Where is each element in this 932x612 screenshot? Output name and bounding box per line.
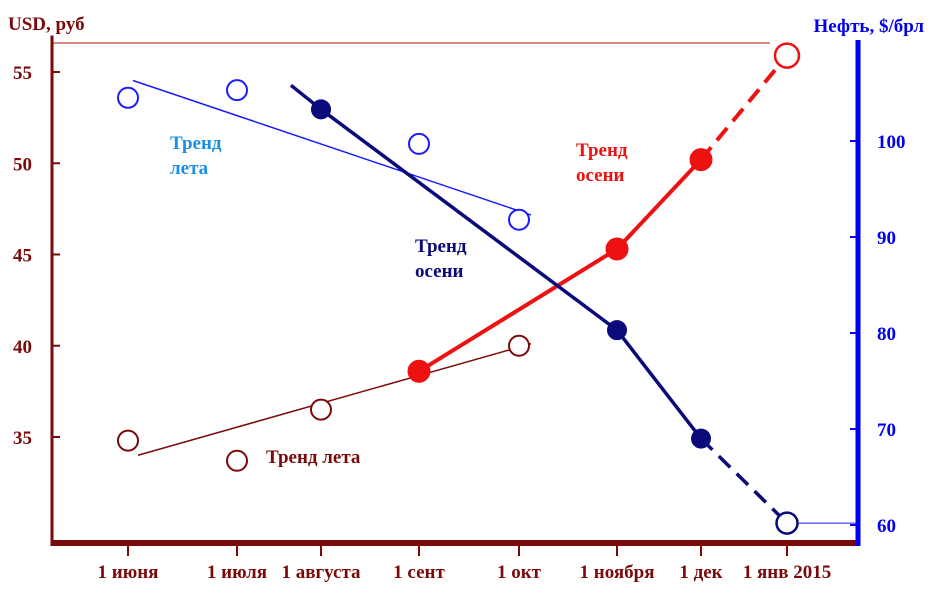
- annotation-usd-autumn: Тренд: [576, 140, 628, 161]
- oil-autumn-point: [607, 320, 627, 341]
- oil-summer-point: [226, 79, 248, 102]
- chart-labels: 35 40 45 50 55 60 70 80 90 100 1 июня 1 июля 1 авгус…: [8, 14, 924, 583]
- annotation-oil-autumn: осени: [415, 261, 464, 282]
- right-tick-label: 70: [877, 420, 896, 441]
- oil-summer-point: [508, 208, 530, 231]
- oil-summer-trend-line: [132, 79, 532, 216]
- x-tick-label: 1 августа: [281, 562, 361, 583]
- oil-autumn-point: [311, 99, 331, 120]
- x-tick-label: 1 янв 2015: [743, 562, 832, 583]
- usd-summer-point: [117, 429, 139, 452]
- usd-summer-trend-line: [137, 343, 532, 456]
- usd-autumn-point-forecast: [773, 42, 801, 69]
- annotation-oil-summer: Тренд: [170, 133, 222, 154]
- annotation-oil-summer: лета: [170, 158, 209, 179]
- right-tick-label: 80: [877, 324, 896, 345]
- x-tick-label: 1 июня: [98, 562, 159, 583]
- left-tick-label: 55: [13, 63, 32, 84]
- usd-autumn-point: [689, 148, 713, 172]
- x-tick-label: 1 дек: [679, 562, 722, 583]
- annotation-usd-autumn: осени: [576, 165, 625, 186]
- right-tick-label: 90: [877, 228, 896, 249]
- usd-autumn-point: [605, 237, 629, 261]
- right-axis-title: Нефть, $/брл: [813, 16, 924, 37]
- chart-frame: [50, 35, 861, 556]
- oil-summer-point: [408, 132, 430, 155]
- annotation-oil-autumn: Тренд: [415, 236, 467, 257]
- usd-summer-point: [226, 449, 248, 472]
- x-tick-label: 1 сент: [393, 562, 445, 583]
- oil-autumn-line-forecast: [699, 437, 789, 525]
- usd-summer-point: [310, 398, 332, 421]
- oil-autumn-point: [691, 428, 711, 449]
- left-tick-label: 35: [13, 428, 32, 449]
- usd-autumn-point: [407, 359, 431, 383]
- left-tick-label: 45: [13, 246, 32, 267]
- left-axis-title: USD, руб: [8, 14, 85, 35]
- x-tick-label: 1 июля: [207, 562, 267, 583]
- left-tick-label: 50: [13, 154, 32, 175]
- right-tick-label: 100: [877, 132, 906, 153]
- oil-autumn-line: [319, 107, 703, 440]
- usd-autumn-line-forecast: [699, 54, 789, 161]
- x-tick-label: 1 ноября: [580, 562, 655, 583]
- chart-series-points: [117, 42, 801, 535]
- x-tick-label: 1 окт: [497, 562, 542, 583]
- right-tick-label: 60: [877, 516, 896, 537]
- oil-autumn-point-forecast: [775, 511, 799, 535]
- oil-summer-point: [117, 86, 139, 109]
- annotation-usd-summer: Тренд лета: [266, 447, 361, 468]
- left-tick-label: 40: [13, 337, 32, 358]
- usd-summer-point: [508, 334, 530, 357]
